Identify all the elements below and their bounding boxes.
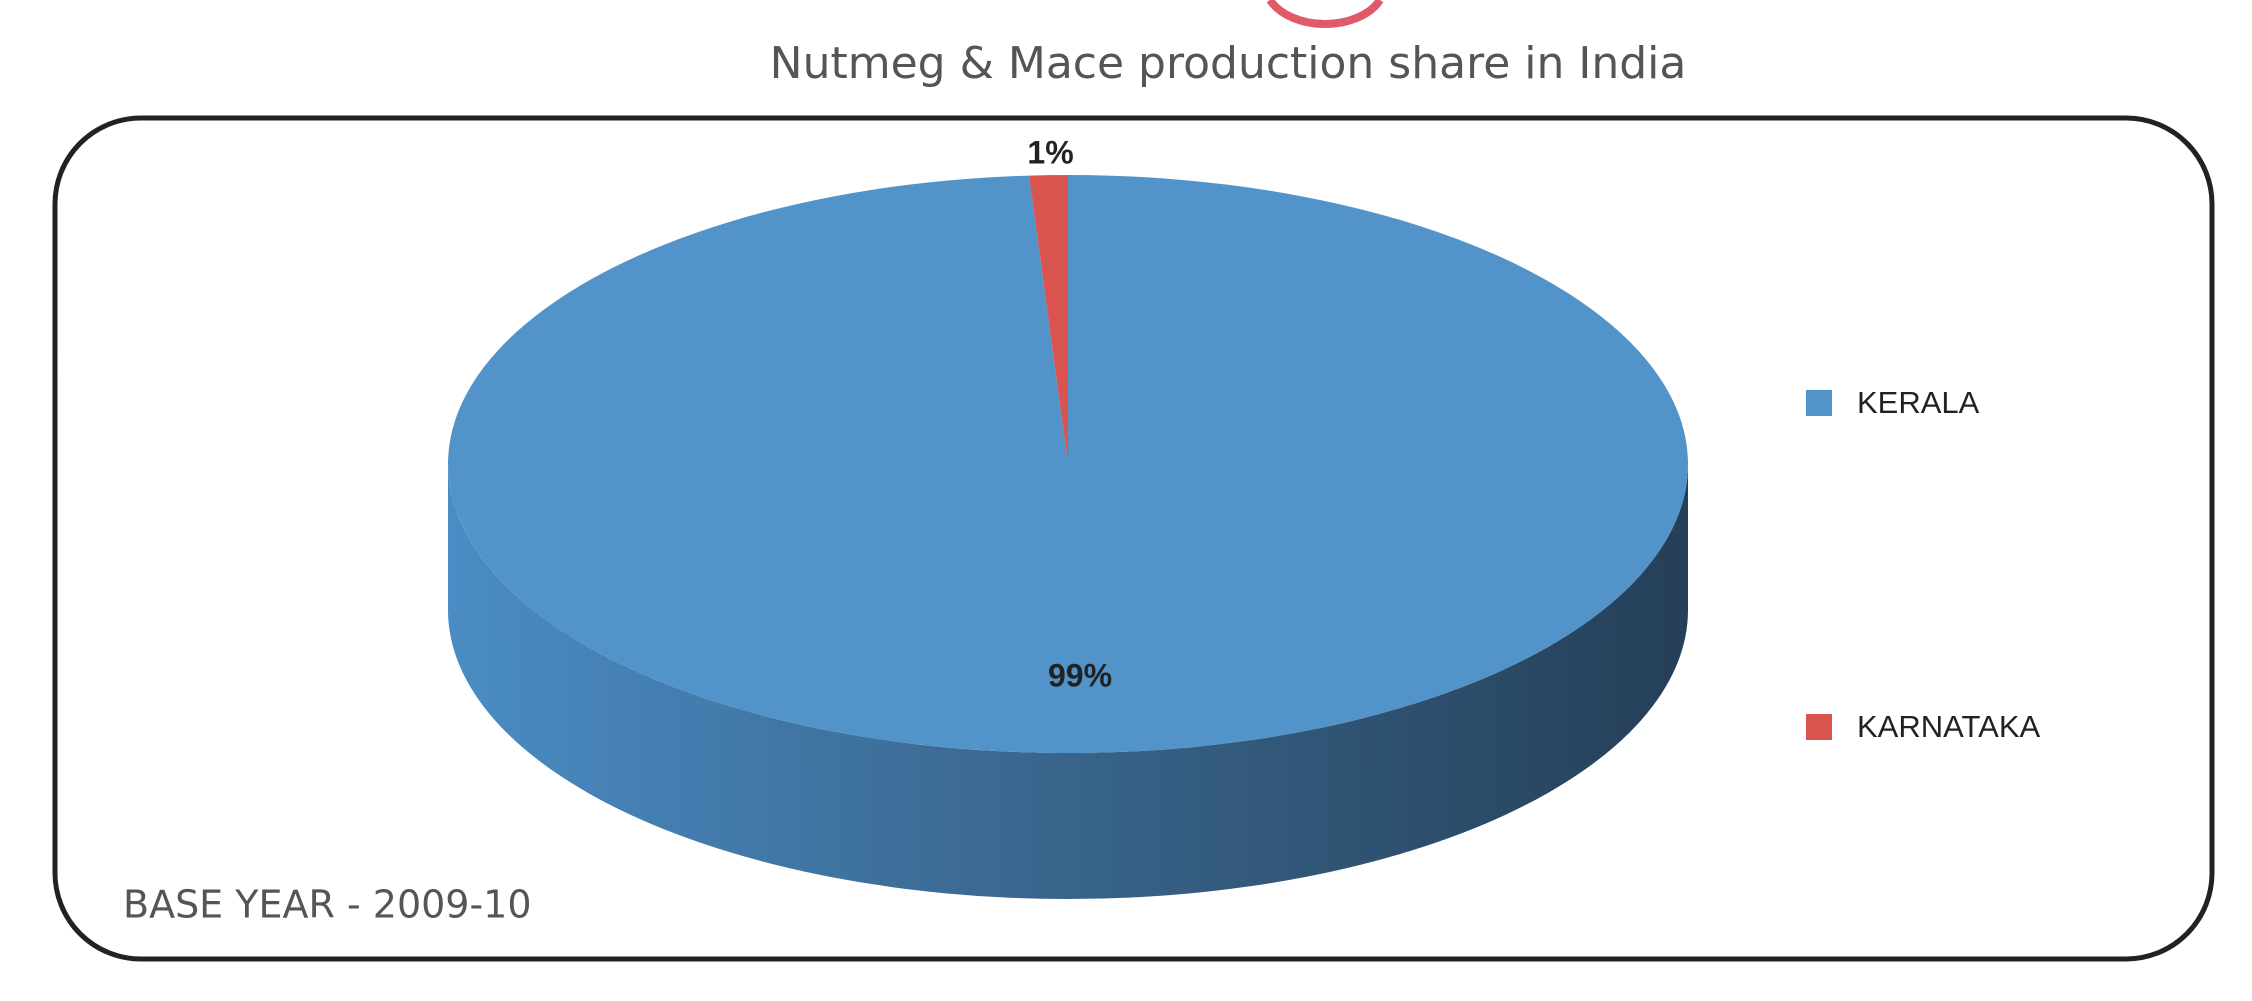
slice: [1029, 175, 1068, 464]
logo-fragment: [1266, 0, 1384, 29]
legend: KERALA KARNATAKA: [1806, 385, 2040, 744]
data-label: 1%: [1027, 135, 1073, 171]
pie: 99% 1%: [448, 135, 1689, 899]
annotation: BASE YEAR - 2009-10: [123, 883, 532, 927]
data-label: 99%: [1048, 657, 1112, 693]
legend-swatch: [1806, 390, 1832, 416]
slice-side: [448, 464, 1688, 899]
legend-label: KERALA: [1857, 385, 1980, 420]
legend-label: KARNATAKA: [1857, 709, 2040, 744]
slice: [448, 175, 1689, 754]
legend-swatch: [1806, 714, 1832, 740]
chart-title: Nutmeg & Mace production share in India: [770, 38, 1687, 89]
